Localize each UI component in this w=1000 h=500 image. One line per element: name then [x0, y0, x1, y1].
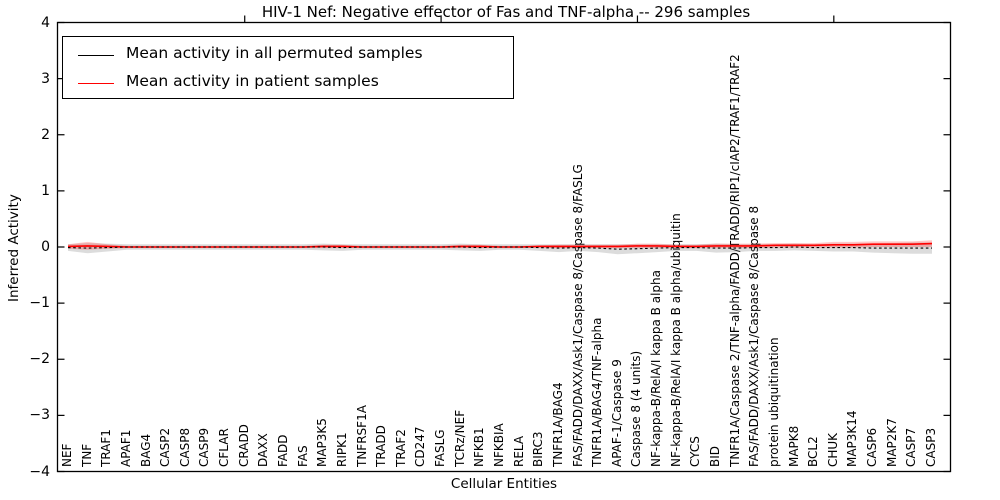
- y-tick-label: 2: [41, 126, 50, 143]
- permuted-mean-line: [67, 246, 932, 250]
- legend-row-permuted: Mean activity in all permuted samples: [63, 43, 513, 69]
- y-tick-label: 1: [41, 182, 50, 199]
- legend: Mean activity in all permuted samples Me…: [62, 36, 514, 99]
- x-axis-label: Cellular Entities: [450, 476, 558, 492]
- y-tick-label: −4: [29, 463, 50, 480]
- legend-label-patient: Mean activity in patient samples: [126, 72, 379, 90]
- legend-row-patient: Mean activity in patient samples: [63, 71, 513, 97]
- y-tick-label: −3: [29, 407, 50, 424]
- patient-line-swatch: [78, 83, 114, 84]
- permuted-line-swatch: [78, 55, 114, 56]
- y-tick-label: −1: [29, 295, 50, 312]
- y-tick-label: −2: [29, 351, 50, 368]
- chart-title: HIV-1 Nef: Negative effector of Fas and …: [261, 3, 751, 21]
- y-tick-label: 0: [41, 239, 50, 255]
- y-tick-label: 4: [41, 14, 50, 31]
- y-tick-label: 3: [41, 70, 50, 87]
- legend-label-permuted: Mean activity in all permuted samples: [126, 44, 423, 62]
